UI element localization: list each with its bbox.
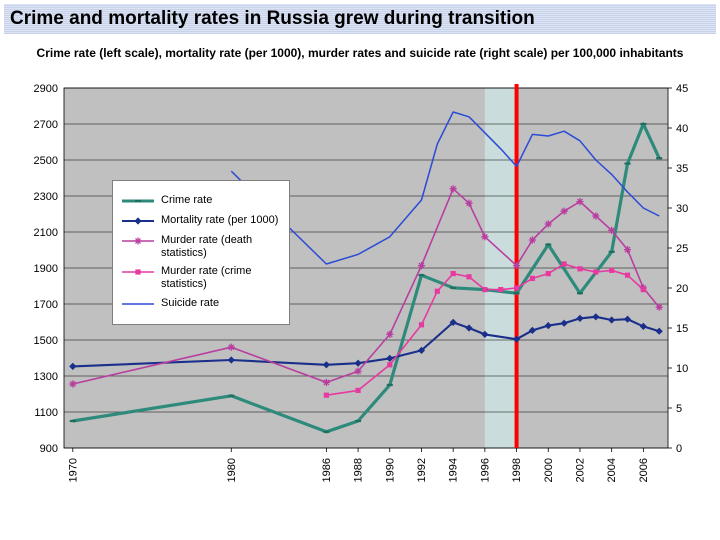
svg-text:1980: 1980 — [226, 458, 238, 482]
legend-label: Suicide rate — [161, 297, 219, 310]
svg-text:1990: 1990 — [384, 458, 396, 482]
legend-item: Murder rate (death statistics) — [121, 234, 281, 259]
svg-text:40: 40 — [676, 123, 688, 135]
svg-text:1988: 1988 — [353, 458, 365, 482]
legend-label: Mortality rate (per 1000) — [161, 214, 278, 227]
svg-text:2700: 2700 — [34, 119, 58, 131]
legend-swatch — [121, 194, 155, 208]
legend-item: Suicide rate — [121, 297, 281, 311]
svg-text:2100: 2100 — [34, 227, 58, 239]
svg-text:1994: 1994 — [448, 458, 460, 482]
svg-text:1900: 1900 — [34, 263, 58, 275]
slide: Crime and mortality rates in Russia grew… — [0, 0, 720, 540]
svg-text:20: 20 — [676, 283, 688, 295]
legend-label: Murder rate (death statistics) — [161, 234, 281, 259]
svg-text:2006: 2006 — [638, 458, 650, 482]
legend-item: Crime rate — [121, 194, 281, 208]
legend-label: Murder rate (crime statistics) — [161, 265, 281, 290]
svg-text:45: 45 — [676, 84, 688, 95]
svg-text:2000: 2000 — [543, 458, 555, 482]
svg-text:2004: 2004 — [606, 458, 618, 482]
svg-text:2300: 2300 — [34, 191, 58, 203]
svg-text:15: 15 — [676, 323, 688, 335]
plot-area: 900 1100 1300 1500 1700 1900 2100 2300 2500 2700 2… — [16, 84, 704, 518]
svg-text:25: 25 — [676, 243, 688, 255]
legend-item: Mortality rate (per 1000) — [121, 214, 281, 228]
svg-text:2900: 2900 — [34, 84, 58, 95]
legend-swatch — [121, 297, 155, 311]
chart-container: Crime rate (left scale), mortality rate … — [16, 44, 704, 532]
legend-swatch — [121, 265, 155, 279]
svg-text:1986: 1986 — [321, 458, 333, 482]
svg-text:1300: 1300 — [34, 371, 58, 383]
svg-text:1992: 1992 — [416, 458, 428, 482]
svg-text:1998: 1998 — [511, 458, 523, 482]
svg-text:900: 900 — [40, 443, 58, 455]
svg-text:35: 35 — [676, 163, 688, 175]
svg-text:0: 0 — [676, 443, 682, 455]
legend-swatch — [121, 214, 155, 228]
svg-text:2500: 2500 — [34, 155, 58, 167]
page-title: Crime and mortality rates in Russia grew… — [10, 8, 535, 30]
legend: Crime rate Mortality rate (per 1000) Murde… — [112, 180, 290, 325]
svg-text:10: 10 — [676, 363, 688, 375]
svg-text:1970: 1970 — [67, 458, 79, 482]
svg-text:2002: 2002 — [574, 458, 586, 482]
legend-swatch — [121, 234, 155, 248]
chart-subtitle: Crime rate (left scale), mortality rate … — [16, 44, 704, 67]
title-bar: Crime and mortality rates in Russia grew… — [4, 4, 716, 34]
svg-text:1100: 1100 — [34, 407, 58, 419]
legend-label: Crime rate — [161, 194, 212, 207]
svg-text:1996: 1996 — [479, 458, 491, 482]
svg-text:30: 30 — [676, 203, 688, 215]
svg-text:1500: 1500 — [34, 335, 58, 347]
legend-item: Murder rate (crime statistics) — [121, 265, 281, 290]
svg-text:1700: 1700 — [34, 299, 58, 311]
svg-text:5: 5 — [676, 403, 682, 415]
